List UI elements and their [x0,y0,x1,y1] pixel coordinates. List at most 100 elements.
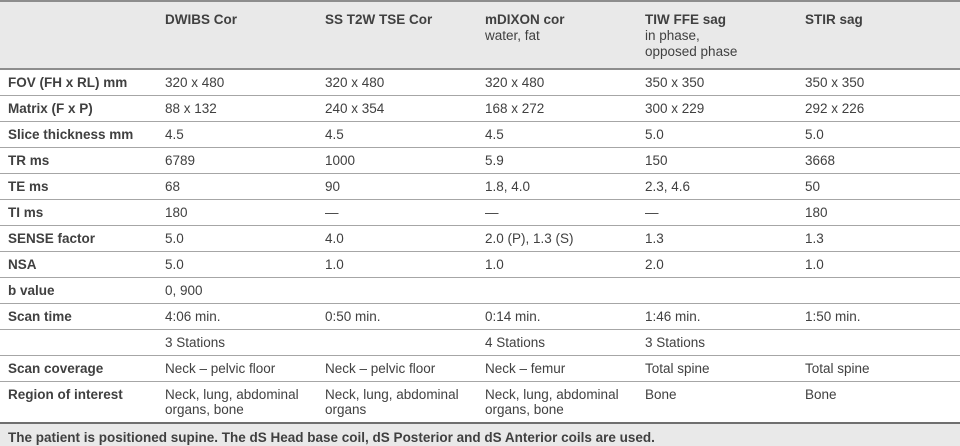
column-header: DWIBS Cor [165,1,325,70]
cell-value: 68 [165,173,325,200]
column-subtitle: in phase, opposed phase [645,28,738,59]
cell-value: 4:06 min. [165,303,325,330]
cell-value: 0:50 min. [325,303,485,330]
cell-value: 5.0 [165,251,325,278]
cell-value: 4.5 [165,121,325,148]
column-header: TIW FFE sag in phase, opposed phase [645,1,805,70]
cell-value: — [325,199,485,226]
table-footnote: The patient is positioned supine. The dS… [0,422,960,446]
cell-value: Total spine [645,355,805,382]
table-row: SENSE factor 5.0 4.0 2.0 (P), 1.3 (S) 1.3 1.3 [0,225,960,252]
cell-value: Bone [805,387,837,402]
cell-value: 2.3, 4.6 [645,173,805,200]
cell-value: 320 x 480 [485,69,645,96]
row-label: NSA [0,251,165,278]
cell-value: 1:50 min. [805,303,960,330]
cell-value: Neck, lung, abdominal organs, bone [165,387,299,417]
cell-value: 4.0 [325,225,485,252]
cell-value: 350 x 350 [805,69,960,96]
row-label: TI ms [0,199,165,226]
cell-value: 3 Stations [165,329,325,356]
column-title: STIR sag [805,12,863,27]
cell-value: 1.3 [805,225,960,252]
cell-value: 350 x 350 [645,69,805,96]
cell-value: 180 [165,199,325,226]
cell-value: Neck – pelvic floor [325,355,485,382]
table-row: Slice thickness mm 4.5 4.5 4.5 5.0 5.0 [0,121,960,148]
column-title: DWIBS Cor [165,12,237,27]
row-label: Slice thickness mm [0,121,165,148]
cell-value: — [645,199,805,226]
cell-value: 3668 [805,147,960,174]
row-label: TR ms [0,147,165,174]
cell-value: 50 [805,173,960,200]
row-label: Scan time [0,303,165,330]
row-label: FOV (FH x RL) mm [0,69,165,96]
cell-value: 1:46 min. [645,303,805,330]
cell-value: 292 x 226 [805,95,960,122]
column-header: SS T2W TSE Cor [325,1,485,70]
table-row: Matrix (F x P) 88 x 132 240 x 354 168 x 272… [0,95,960,122]
row-label: TE ms [0,173,165,200]
table-row: TI ms 180— — —180 [0,199,960,226]
cell-value: 5.9 [485,147,645,174]
cell-value [645,277,805,304]
cell-value: 90 [325,173,485,200]
cell-value: Neck, lung, abdominal organs [325,387,459,417]
cell-value: Neck – pelvic floor [165,355,325,382]
cell-value: 3 Stations [645,329,805,356]
cell-value: 4.5 [485,121,645,148]
cell-value: 1.0 [805,251,960,278]
table-row: Region of interest Neck, lung, abdominal … [0,382,960,423]
column-subtitle: water, fat [485,28,540,43]
cell-value: 5.0 [165,225,325,252]
column-header-empty [0,1,165,70]
cell-value: 1.3 [645,225,805,252]
table-row: TE ms 68 90 1.8, 4.0 2.3, 4.6 50 [0,173,960,200]
cell-value: Neck – femur [485,355,645,382]
row-label: Region of interest [8,387,123,402]
cell-value: 240 x 354 [325,95,485,122]
cell-value: 4.5 [325,121,485,148]
column-title: SS T2W TSE Cor [325,12,433,27]
cell-value: 1.0 [485,251,645,278]
column-header: mDIXON cor water, fat [485,1,645,70]
cell-value: 2.0 (P), 1.3 (S) [485,225,645,252]
cell-value [485,277,645,304]
table-row: TR ms 6789 1000 5.9 150 3668 [0,147,960,174]
table-row: FOV (FH x RL) mm 320 x 480 320 x 480 320 x … [0,69,960,96]
cell-value: Bone [645,387,677,402]
row-label: SENSE factor [0,225,165,252]
table-body: FOV (FH x RL) mm 320 x 480 320 x 480 320 x … [0,69,960,422]
table-row: Scan coverage Neck – pelvic floor Neck – p… [0,355,960,382]
mri-protocol-table: DWIBS Cor SS T2W TSE Cor mDIXON cor water, … [0,0,960,422]
table-row: NSA 5.0 1.0 1.0 2.0 1.0 [0,251,960,278]
cell-value: 2.0 [645,251,805,278]
column-title: TIW FFE sag [645,12,726,27]
cell-value [805,329,960,356]
column-header: STIR sag [805,1,960,70]
table-row: Scan time 4:06 min. 0:50 min. 0:14 min. 1:46… [0,303,960,330]
cell-value [805,277,960,304]
cell-value [325,329,485,356]
cell-value: 4 Stations [485,329,645,356]
cell-value: Neck, lung, abdominal organs, bone [485,387,619,417]
cell-value: 6789 [165,147,325,174]
cell-value: 150 [645,147,805,174]
cell-value: 320 x 480 [165,69,325,96]
header-row: DWIBS Cor SS T2W TSE Cor mDIXON cor water, … [0,1,960,70]
cell-value: 1.8, 4.0 [485,173,645,200]
cell-value: 168 x 272 [485,95,645,122]
cell-value: Total spine [805,355,960,382]
cell-value: 1000 [325,147,485,174]
cell-value: 300 x 229 [645,95,805,122]
cell-value: — [485,199,645,226]
table-row: b value 0, 900 [0,277,960,304]
cell-value [325,277,485,304]
cell-value: 5.0 [805,121,960,148]
row-label: Matrix (F x P) [0,95,165,122]
row-label: Scan coverage [0,355,165,382]
cell-value: 180 [805,199,960,226]
cell-value: 5.0 [645,121,805,148]
